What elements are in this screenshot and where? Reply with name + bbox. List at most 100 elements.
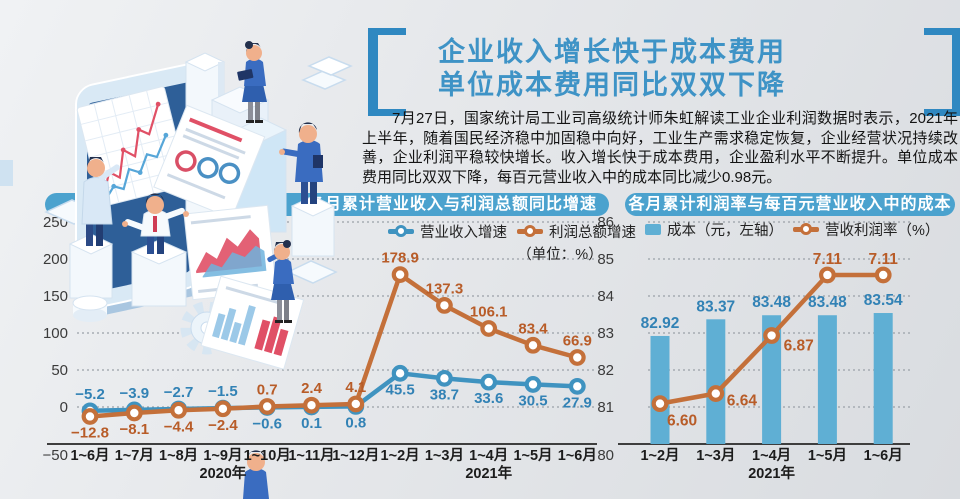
svg-text:1~12月: 1~12月 [332,447,379,464]
svg-text:2021年: 2021年 [465,464,512,482]
svg-text:1~3月: 1~3月 [425,447,464,464]
svg-text:1~3月: 1~3月 [696,447,735,464]
svg-text:82.92: 82.92 [641,315,680,332]
svg-text:0: 0 [60,399,68,416]
margin-line-marker-icon [793,223,819,234]
intro-paragraph: 7月27日，国家统计局工业司高级统计师朱虹解读工业企业利润数据时表示，2021年… [362,110,958,186]
svg-text:83.4: 83.4 [518,320,548,337]
svg-text:1~11月: 1~11月 [288,447,334,464]
svg-text:7.11: 7.11 [813,251,843,268]
right-chart-header: 各月累计利润率与每百元营业收入中的成本 [625,193,955,216]
legend-label-margin: 营收利润率（%） [825,223,940,239]
profit-line-marker-icon [517,225,543,236]
svg-text:1~4月: 1~4月 [752,447,791,464]
svg-text:−5.2: −5.2 [75,386,105,403]
svg-text:83: 83 [597,325,614,342]
person-bottom [243,450,269,499]
svg-text:106.1: 106.1 [470,303,508,320]
page-title: 企业收入增长快于成本费用 单位成本费用同比双双下降 [345,36,879,102]
right-chart-data: 1~2月 1~3月 1~4月 1~5月 1~6月 2021年 82.92 83.37 83.48… [640,251,903,482]
left-chart-unit-note: （单位：%） [517,247,603,263]
svg-text:30.5: 30.5 [518,392,547,409]
svg-text:7.11: 7.11 [869,251,899,268]
left-chart-legend: 营业收入增速 利润总额增速 [388,221,636,242]
svg-text:80: 80 [597,447,614,464]
left-chart-header: 各月累计营业收入与利润总额同比增速 [45,193,609,216]
svg-text:6.64: 6.64 [727,393,758,410]
svg-text:82: 82 [597,362,614,379]
cost-bar-marker-icon [645,224,661,235]
svg-text:−50: −50 [43,447,68,464]
svg-text:1~9月: 1~9月 [203,447,242,464]
svg-text:2020年: 2020年 [200,464,247,482]
svg-text:−2.4: −2.4 [208,417,238,434]
revenue-growth-series: −5.2 −3.9 −2.7 −1.5 −0.6 0.1 0.8 45.5 38.7 33.6 30… [75,364,592,432]
person-lower-woman [267,240,295,323]
svg-text:−12.8: −12.8 [71,424,109,441]
legend-label-profit: 利润总额增速 [549,225,636,241]
legend-item-margin: 营收利润率（%） [793,219,939,240]
svg-text:6.60: 6.60 [667,413,697,430]
svg-text:83.48: 83.48 [752,294,791,311]
cost-bars: 82.92 83.37 83.48 83.48 83.54 [641,292,903,444]
legend-label-revenue: 营业收入增速 [420,225,507,241]
svg-text:2021年: 2021年 [748,464,795,482]
svg-text:250: 250 [43,214,68,231]
svg-text:27.9: 27.9 [563,394,592,411]
svg-text:137.3: 137.3 [426,280,464,297]
svg-text:178.9: 178.9 [381,250,419,267]
margin-line: 6.60 6.64 6.87 7.11 7.11 [651,251,899,430]
deco-plates [44,56,353,308]
svg-text:200: 200 [43,251,68,268]
svg-text:50: 50 [51,362,68,379]
cylinder [72,295,108,322]
right-chart-legend: 成本（元，左轴） 营收利润率（%） [645,219,939,240]
svg-text:1~6月: 1~6月 [864,447,903,464]
svg-text:45.5: 45.5 [385,381,414,398]
svg-text:81: 81 [597,399,614,416]
svg-text:38.7: 38.7 [430,386,459,403]
page-title-line1: 企业收入增长快于成本费用 [438,37,786,67]
svg-text:−4.4: −4.4 [164,418,194,435]
title-bracket-left [368,28,406,116]
report-ribbon [153,104,305,370]
person-top-woman [237,41,267,123]
svg-text:1~5月: 1~5月 [513,447,552,464]
svg-text:1~10月: 1~10月 [244,447,291,464]
title-bracket-right [924,28,960,116]
svg-text:1~7月: 1~7月 [115,447,154,464]
legend-item-profit: 利润总额增速 [517,221,636,242]
svg-text:−1.5: −1.5 [208,383,238,400]
svg-text:83.37: 83.37 [696,298,735,315]
svg-text:1~2月: 1~2月 [640,447,679,464]
legend-item-cost: 成本（元，左轴） [645,219,783,240]
profit-growth-series: −12.8 −8.1 −4.4 −2.4 0.7 2.4 4.1 178.9 137.3 106.… [71,250,592,442]
phone [75,63,209,317]
svg-text:2.4: 2.4 [301,380,323,397]
svg-text:1~4月: 1~4月 [469,447,508,464]
svg-text:0.8: 0.8 [345,414,366,431]
svg-text:33.6: 33.6 [474,390,503,407]
svg-text:100: 100 [43,325,68,342]
svg-text:1~8月: 1~8月 [159,447,198,464]
chart-paper [76,86,189,207]
legend-label-cost: 成本（元，左轴） [667,223,783,239]
pedestals [68,52,336,307]
gears [180,301,264,355]
deco-tile [0,160,13,186]
svg-text:4.1: 4.1 [345,379,366,396]
legend-item-revenue: 营业收入增速 [388,221,507,242]
svg-text:1~6月: 1~6月 [70,447,109,464]
revenue-line-marker-icon [388,225,414,236]
svg-text:83.48: 83.48 [808,294,847,311]
svg-text:1~5月: 1~5月 [808,447,847,464]
svg-text:0.1: 0.1 [301,415,322,432]
svg-text:−0.6: −0.6 [252,415,282,432]
svg-text:−8.1: −8.1 [119,421,149,438]
svg-text:150: 150 [43,288,68,305]
svg-text:84: 84 [597,288,614,305]
page-title-line2: 单位成本费用同比双双下降 [438,70,786,100]
